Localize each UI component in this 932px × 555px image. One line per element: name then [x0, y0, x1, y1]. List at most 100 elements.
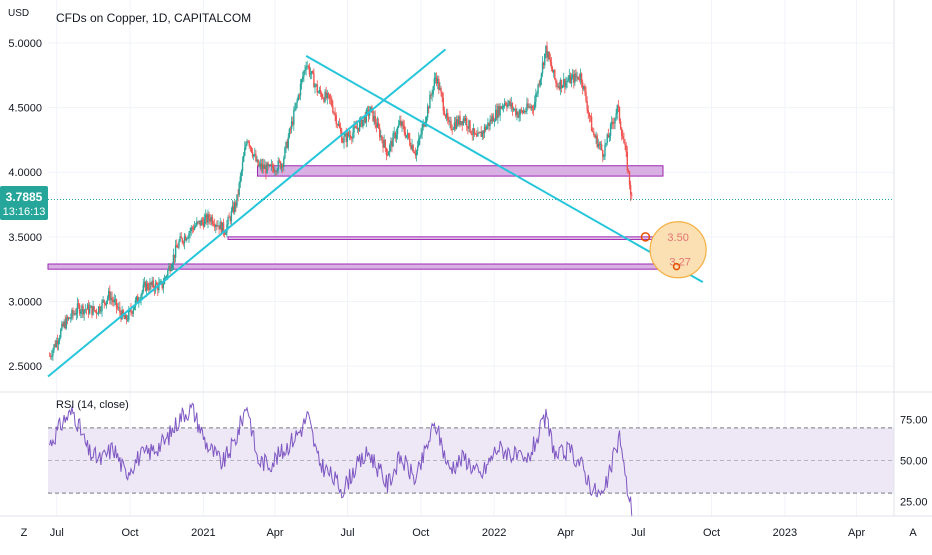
trendline-1 — [47, 48, 447, 378]
candle-body — [462, 118, 465, 125]
candle-body — [270, 164, 273, 166]
candle-body — [457, 119, 459, 125]
candle-body — [563, 79, 565, 86]
candle-body — [309, 73, 312, 75]
candle-body — [594, 135, 596, 138]
candle-body — [241, 161, 244, 172]
candle-body — [433, 78, 436, 87]
candle-body — [76, 303, 79, 313]
candle-body — [489, 119, 491, 126]
candle-body — [414, 153, 417, 156]
candle-body — [534, 101, 536, 110]
target-circle — [649, 221, 707, 279]
candle-body — [170, 268, 172, 272]
candle-body — [561, 85, 564, 88]
candle-body — [181, 238, 184, 243]
zoom-button[interactable]: Z — [21, 527, 28, 539]
candle-body — [222, 222, 225, 233]
candle-body — [392, 133, 394, 147]
candle-body — [307, 66, 310, 68]
candle-body — [172, 254, 175, 265]
candle-body — [605, 142, 607, 145]
candle-body — [279, 161, 282, 169]
candle-body — [353, 126, 355, 133]
candle-body — [420, 134, 422, 137]
candle-body — [283, 158, 285, 167]
candle-body — [217, 225, 219, 227]
candle-body — [150, 282, 152, 285]
candle-body — [254, 154, 256, 155]
candle-body — [105, 300, 108, 305]
candle-body — [99, 306, 101, 312]
candle-body — [589, 116, 592, 118]
candle-body — [167, 270, 169, 277]
candle-body — [602, 150, 604, 157]
candle-body — [113, 299, 115, 303]
candle-body — [66, 317, 69, 320]
candle-body — [60, 329, 62, 338]
candle-body — [84, 309, 86, 311]
time-tick-label: Apr — [848, 527, 865, 539]
candle-body — [529, 106, 531, 108]
time-tick-label: 2022 — [482, 527, 506, 539]
candle-body — [517, 111, 519, 118]
candle-body — [102, 300, 104, 302]
candle-body — [390, 141, 392, 146]
candle-body — [509, 101, 511, 107]
candle-body — [96, 313, 99, 315]
candle-body — [293, 110, 295, 125]
candle-body — [348, 135, 351, 137]
candle-body — [128, 310, 130, 320]
candle-body — [220, 221, 223, 233]
candle-body — [193, 226, 196, 230]
candle-body — [528, 106, 530, 108]
candle-body — [244, 147, 246, 156]
candle-body — [329, 98, 332, 99]
candle-body — [144, 282, 147, 291]
candle-body — [75, 312, 78, 315]
candle-body — [149, 282, 151, 290]
candle-body — [209, 219, 211, 222]
candle-body — [245, 144, 247, 148]
rsi-line — [49, 402, 633, 517]
candle-body — [372, 108, 374, 121]
candle-body — [265, 165, 267, 174]
candle-body — [411, 145, 413, 149]
candle-body — [618, 106, 621, 122]
candle-body — [230, 211, 233, 222]
candle-body — [467, 126, 469, 129]
candle-body — [364, 116, 366, 123]
trendline-2 — [305, 54, 704, 283]
candle-body — [278, 160, 281, 162]
candle-body — [526, 103, 528, 112]
candle-body — [422, 122, 424, 128]
trendlines[interactable] — [47, 48, 704, 378]
candle-body — [442, 97, 444, 111]
time-tick-label: Jul — [340, 527, 354, 539]
candle-body — [615, 113, 617, 119]
candle-body — [381, 135, 383, 141]
candle-body — [114, 299, 117, 300]
candle-body — [267, 163, 269, 166]
candle-body — [285, 141, 287, 148]
candle-body — [507, 103, 509, 108]
candle-body — [455, 119, 458, 129]
auto-scale-button[interactable]: A — [909, 527, 917, 539]
candle-body — [480, 131, 482, 137]
candle-body — [62, 323, 64, 327]
candle-body — [190, 227, 192, 232]
candle-body — [540, 73, 543, 80]
candle-body — [395, 134, 398, 139]
candle-body — [95, 310, 98, 314]
candle-body — [315, 84, 317, 86]
candle-body — [362, 119, 364, 127]
candle-body — [460, 121, 462, 125]
candle-body — [165, 276, 168, 278]
candle-body — [483, 126, 486, 134]
candle-body — [443, 110, 446, 115]
time-axis-ticks[interactable]: Jul Oct 2021 Apr Jul Oct 2022 Apr Jul Oct 2023 Apr — [50, 527, 866, 539]
candle-body — [106, 297, 109, 301]
candle-body — [316, 84, 318, 93]
